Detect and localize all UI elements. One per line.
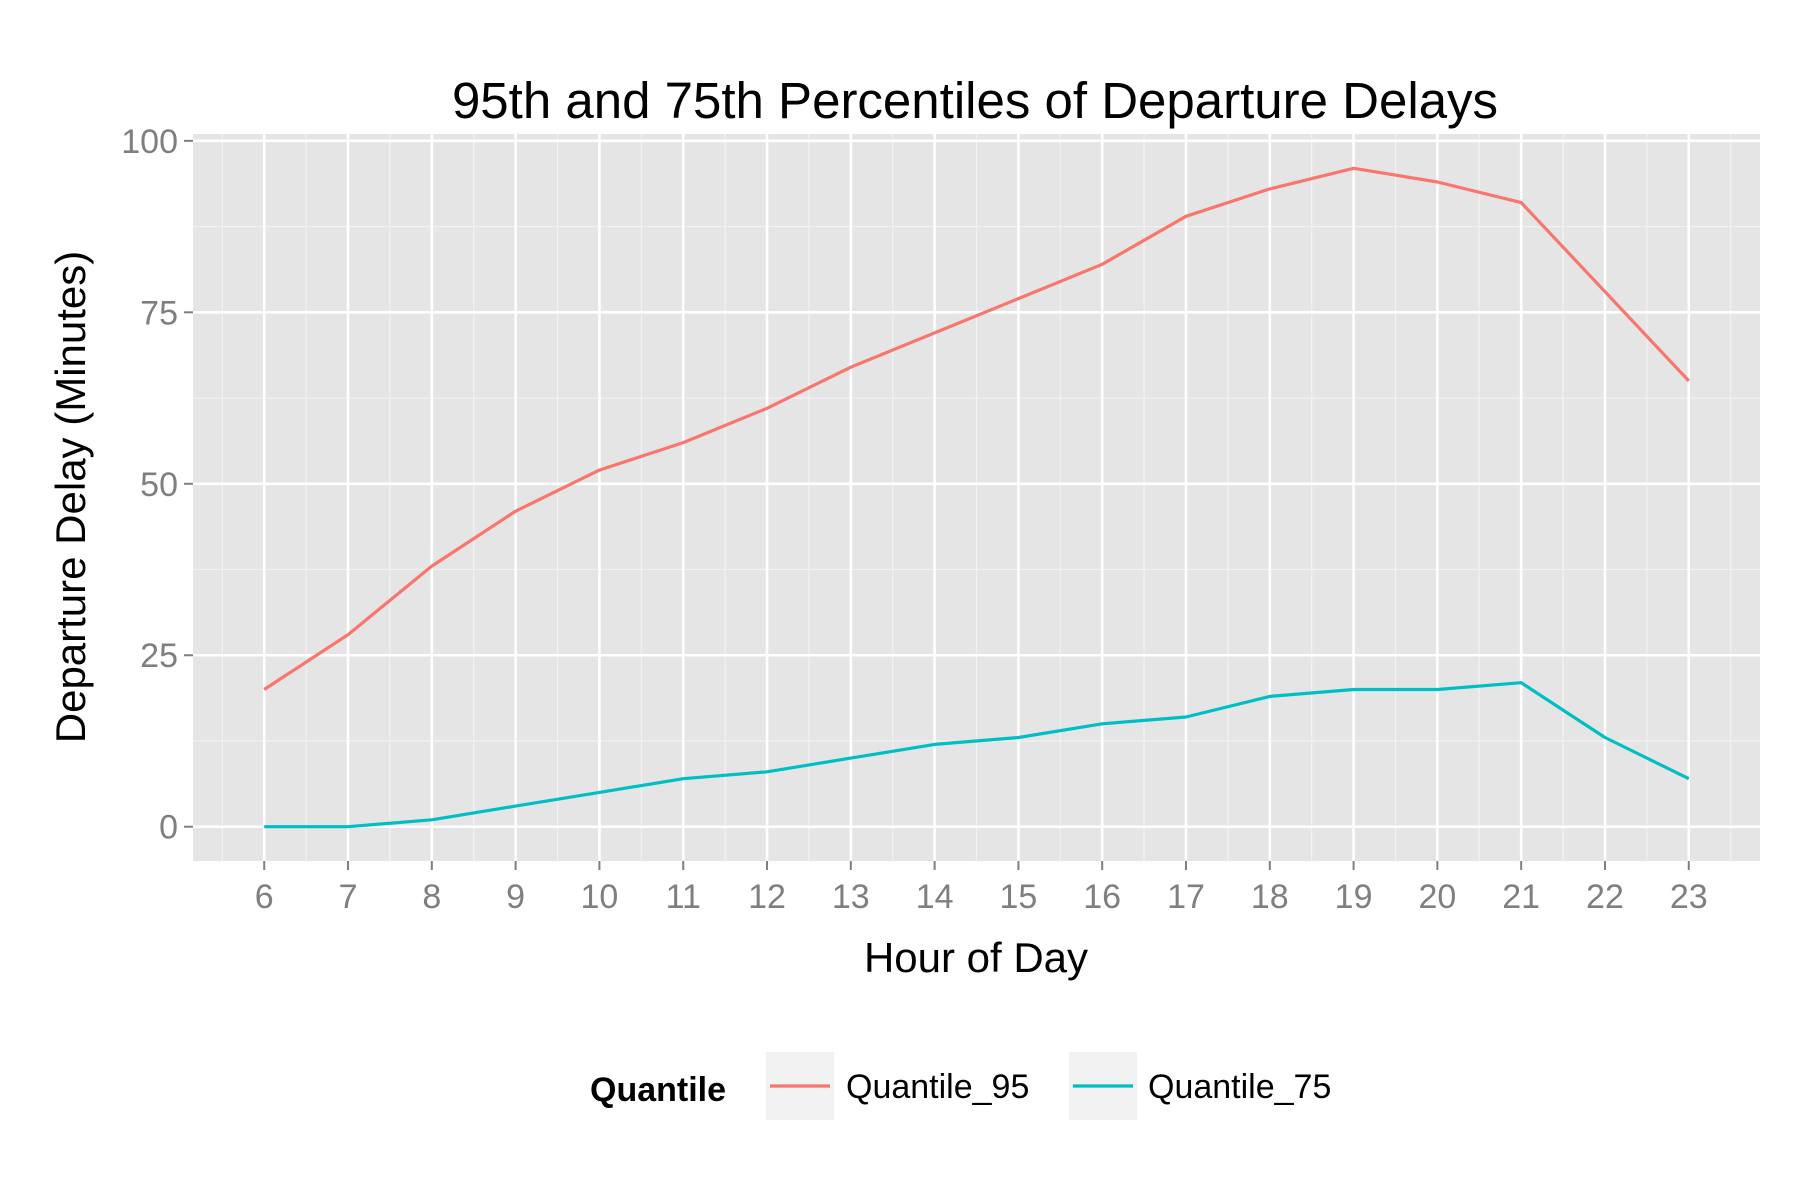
x-tick-label: 6: [255, 878, 274, 916]
y-tick-label: 50: [140, 466, 178, 504]
x-tick-label: 17: [1167, 878, 1205, 916]
x-tick-label: 14: [916, 878, 954, 916]
x-tick-label: 11: [666, 878, 701, 916]
x-axis-ticks: 6 7 8 9 10 11 12 13 14 15 16 17 18 19 20 21 22 23: [255, 861, 1708, 916]
x-tick-label: 15: [999, 878, 1037, 916]
legend-item-quantile-95: Quantile_95: [766, 1052, 1029, 1120]
x-tick-label: 22: [1586, 878, 1624, 916]
x-tick-label: 9: [506, 878, 525, 916]
y-tick-label: 75: [140, 294, 178, 332]
x-axis-title: Hour of Day: [864, 934, 1088, 981]
legend-label-quantile-75: Quantile_75: [1148, 1068, 1331, 1106]
x-tick-label: 7: [339, 878, 358, 916]
y-axis-title: Departure Delay (Minutes): [47, 251, 94, 744]
minor-gridlines: [193, 134, 1760, 861]
legend: Quantile Quantile_95 Quantile_75: [590, 1052, 1331, 1120]
x-tick-label: 10: [581, 878, 619, 916]
x-tick-label: 21: [1502, 878, 1540, 916]
x-tick-label: 20: [1418, 878, 1456, 916]
series-line-quantile-95: [263, 166, 1690, 691]
x-tick-label: 18: [1251, 878, 1289, 916]
x-tick-label: 13: [832, 878, 870, 916]
x-tick-label: 12: [748, 878, 786, 916]
legend-label-quantile-95: Quantile_95: [846, 1068, 1029, 1106]
series-lines: [263, 166, 1690, 829]
y-tick-label: 25: [140, 637, 178, 675]
y-tick-label: 0: [159, 809, 178, 847]
x-tick-label: 8: [422, 878, 441, 916]
legend-title: Quantile: [590, 1071, 726, 1109]
x-tick-label: 16: [1083, 878, 1121, 916]
legend-item-quantile-75: Quantile_75: [1069, 1052, 1331, 1120]
y-axis-ticks: 0 25 50 75 100: [121, 123, 193, 847]
chart-title: 95th and 75th Percentiles of Departure D…: [452, 72, 1498, 129]
x-tick-label: 23: [1670, 878, 1708, 916]
series-line-quantile-75: [264, 681, 1690, 829]
y-tick-label: 100: [121, 123, 178, 161]
x-tick-label: 19: [1335, 878, 1373, 916]
major-gridlines: [193, 134, 1760, 861]
